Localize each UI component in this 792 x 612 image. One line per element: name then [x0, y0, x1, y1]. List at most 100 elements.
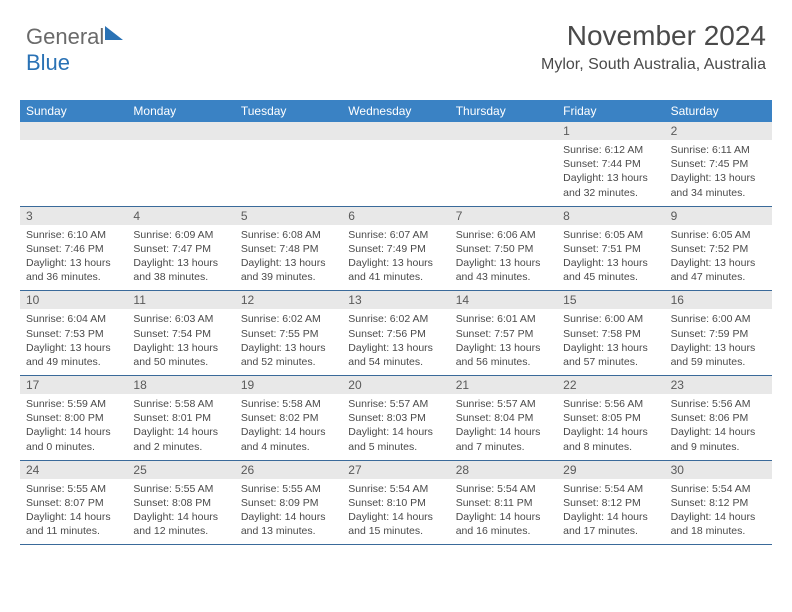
day-number: 1	[557, 122, 664, 140]
sunset-text: Sunset: 8:07 PM	[26, 496, 121, 510]
day-cell: 6Sunrise: 6:07 AMSunset: 7:49 PMDaylight…	[342, 207, 449, 291]
day-info: Sunrise: 6:04 AMSunset: 7:53 PMDaylight:…	[20, 309, 127, 375]
daylight-text: Daylight: 13 hours and 52 minutes.	[241, 341, 336, 369]
daylight-text: Daylight: 13 hours and 32 minutes.	[563, 171, 658, 199]
day-cell: 1Sunrise: 6:12 AMSunset: 7:44 PMDaylight…	[557, 122, 664, 206]
day-number: 22	[557, 376, 664, 394]
sunrise-text: Sunrise: 5:56 AM	[563, 397, 658, 411]
day-info: Sunrise: 5:58 AMSunset: 8:01 PMDaylight:…	[127, 394, 234, 460]
daylight-text: Daylight: 14 hours and 9 minutes.	[671, 425, 766, 453]
day-header: Sunday	[20, 100, 127, 122]
week-row: 24Sunrise: 5:55 AMSunset: 8:07 PMDayligh…	[20, 461, 772, 546]
sunrise-text: Sunrise: 6:07 AM	[348, 228, 443, 242]
day-cell: 17Sunrise: 5:59 AMSunset: 8:00 PMDayligh…	[20, 376, 127, 460]
day-info: Sunrise: 6:02 AMSunset: 7:55 PMDaylight:…	[235, 309, 342, 375]
day-number: 8	[557, 207, 664, 225]
day-number: 9	[665, 207, 772, 225]
daylight-text: Daylight: 14 hours and 13 minutes.	[241, 510, 336, 538]
day-number	[235, 122, 342, 140]
logo: General Blue	[26, 24, 123, 76]
sunset-text: Sunset: 8:03 PM	[348, 411, 443, 425]
day-cell	[235, 122, 342, 206]
location-text: Mylor, South Australia, Australia	[541, 56, 766, 74]
day-cell: 7Sunrise: 6:06 AMSunset: 7:50 PMDaylight…	[450, 207, 557, 291]
daylight-text: Daylight: 13 hours and 49 minutes.	[26, 341, 121, 369]
sunset-text: Sunset: 7:56 PM	[348, 327, 443, 341]
day-number: 17	[20, 376, 127, 394]
daylight-text: Daylight: 14 hours and 0 minutes.	[26, 425, 121, 453]
week-row: 1Sunrise: 6:12 AMSunset: 7:44 PMDaylight…	[20, 122, 772, 207]
day-number: 30	[665, 461, 772, 479]
day-info: Sunrise: 6:00 AMSunset: 7:59 PMDaylight:…	[665, 309, 772, 375]
day-cell: 26Sunrise: 5:55 AMSunset: 8:09 PMDayligh…	[235, 461, 342, 545]
sunrise-text: Sunrise: 5:58 AM	[241, 397, 336, 411]
sunset-text: Sunset: 7:50 PM	[456, 242, 551, 256]
day-number	[20, 122, 127, 140]
daylight-text: Daylight: 14 hours and 16 minutes.	[456, 510, 551, 538]
day-header: Tuesday	[235, 100, 342, 122]
sunset-text: Sunset: 7:49 PM	[348, 242, 443, 256]
day-info: Sunrise: 5:57 AMSunset: 8:04 PMDaylight:…	[450, 394, 557, 460]
sunrise-text: Sunrise: 6:00 AM	[563, 312, 658, 326]
sunset-text: Sunset: 8:01 PM	[133, 411, 228, 425]
sunrise-text: Sunrise: 5:54 AM	[456, 482, 551, 496]
day-info: Sunrise: 5:55 AMSunset: 8:07 PMDaylight:…	[20, 479, 127, 545]
day-number: 20	[342, 376, 449, 394]
day-number: 28	[450, 461, 557, 479]
sunrise-text: Sunrise: 6:05 AM	[671, 228, 766, 242]
sunrise-text: Sunrise: 6:04 AM	[26, 312, 121, 326]
day-cell: 4Sunrise: 6:09 AMSunset: 7:47 PMDaylight…	[127, 207, 234, 291]
sunrise-text: Sunrise: 5:57 AM	[456, 397, 551, 411]
sunrise-text: Sunrise: 5:54 AM	[563, 482, 658, 496]
sunset-text: Sunset: 7:58 PM	[563, 327, 658, 341]
day-number: 4	[127, 207, 234, 225]
day-info: Sunrise: 6:07 AMSunset: 7:49 PMDaylight:…	[342, 225, 449, 291]
day-cell: 5Sunrise: 6:08 AMSunset: 7:48 PMDaylight…	[235, 207, 342, 291]
day-info: Sunrise: 6:11 AMSunset: 7:45 PMDaylight:…	[665, 140, 772, 206]
day-cell: 9Sunrise: 6:05 AMSunset: 7:52 PMDaylight…	[665, 207, 772, 291]
sunset-text: Sunset: 8:06 PM	[671, 411, 766, 425]
day-number	[450, 122, 557, 140]
week-row: 17Sunrise: 5:59 AMSunset: 8:00 PMDayligh…	[20, 376, 772, 461]
day-info: Sunrise: 6:02 AMSunset: 7:56 PMDaylight:…	[342, 309, 449, 375]
sunset-text: Sunset: 8:12 PM	[671, 496, 766, 510]
logo-triangle-icon	[105, 26, 123, 40]
sunrise-text: Sunrise: 6:12 AM	[563, 143, 658, 157]
title-block: November 2024 Mylor, South Australia, Au…	[541, 20, 766, 74]
daylight-text: Daylight: 13 hours and 59 minutes.	[671, 341, 766, 369]
day-cell: 29Sunrise: 5:54 AMSunset: 8:12 PMDayligh…	[557, 461, 664, 545]
day-header: Saturday	[665, 100, 772, 122]
day-info: Sunrise: 5:56 AMSunset: 8:05 PMDaylight:…	[557, 394, 664, 460]
sunset-text: Sunset: 7:59 PM	[671, 327, 766, 341]
daylight-text: Daylight: 14 hours and 5 minutes.	[348, 425, 443, 453]
sunset-text: Sunset: 8:00 PM	[26, 411, 121, 425]
daylight-text: Daylight: 14 hours and 17 minutes.	[563, 510, 658, 538]
day-cell: 25Sunrise: 5:55 AMSunset: 8:08 PMDayligh…	[127, 461, 234, 545]
day-info: Sunrise: 6:05 AMSunset: 7:51 PMDaylight:…	[557, 225, 664, 291]
day-number: 12	[235, 291, 342, 309]
daylight-text: Daylight: 13 hours and 47 minutes.	[671, 256, 766, 284]
day-cell: 12Sunrise: 6:02 AMSunset: 7:55 PMDayligh…	[235, 291, 342, 375]
day-info: Sunrise: 5:58 AMSunset: 8:02 PMDaylight:…	[235, 394, 342, 460]
day-info: Sunrise: 6:00 AMSunset: 7:58 PMDaylight:…	[557, 309, 664, 375]
day-number: 24	[20, 461, 127, 479]
sunrise-text: Sunrise: 6:02 AM	[241, 312, 336, 326]
day-cell: 27Sunrise: 5:54 AMSunset: 8:10 PMDayligh…	[342, 461, 449, 545]
day-number	[342, 122, 449, 140]
daylight-text: Daylight: 14 hours and 8 minutes.	[563, 425, 658, 453]
day-header: Wednesday	[342, 100, 449, 122]
calendar: SundayMondayTuesdayWednesdayThursdayFrid…	[20, 100, 772, 545]
day-info: Sunrise: 6:01 AMSunset: 7:57 PMDaylight:…	[450, 309, 557, 375]
day-cell: 20Sunrise: 5:57 AMSunset: 8:03 PMDayligh…	[342, 376, 449, 460]
day-number: 25	[127, 461, 234, 479]
daylight-text: Daylight: 13 hours and 56 minutes.	[456, 341, 551, 369]
sunrise-text: Sunrise: 6:00 AM	[671, 312, 766, 326]
day-number: 26	[235, 461, 342, 479]
day-cell	[450, 122, 557, 206]
day-cell: 3Sunrise: 6:10 AMSunset: 7:46 PMDaylight…	[20, 207, 127, 291]
sunset-text: Sunset: 7:45 PM	[671, 157, 766, 171]
daylight-text: Daylight: 14 hours and 15 minutes.	[348, 510, 443, 538]
day-info: Sunrise: 5:56 AMSunset: 8:06 PMDaylight:…	[665, 394, 772, 460]
day-info: Sunrise: 6:06 AMSunset: 7:50 PMDaylight:…	[450, 225, 557, 291]
day-cell: 13Sunrise: 6:02 AMSunset: 7:56 PMDayligh…	[342, 291, 449, 375]
